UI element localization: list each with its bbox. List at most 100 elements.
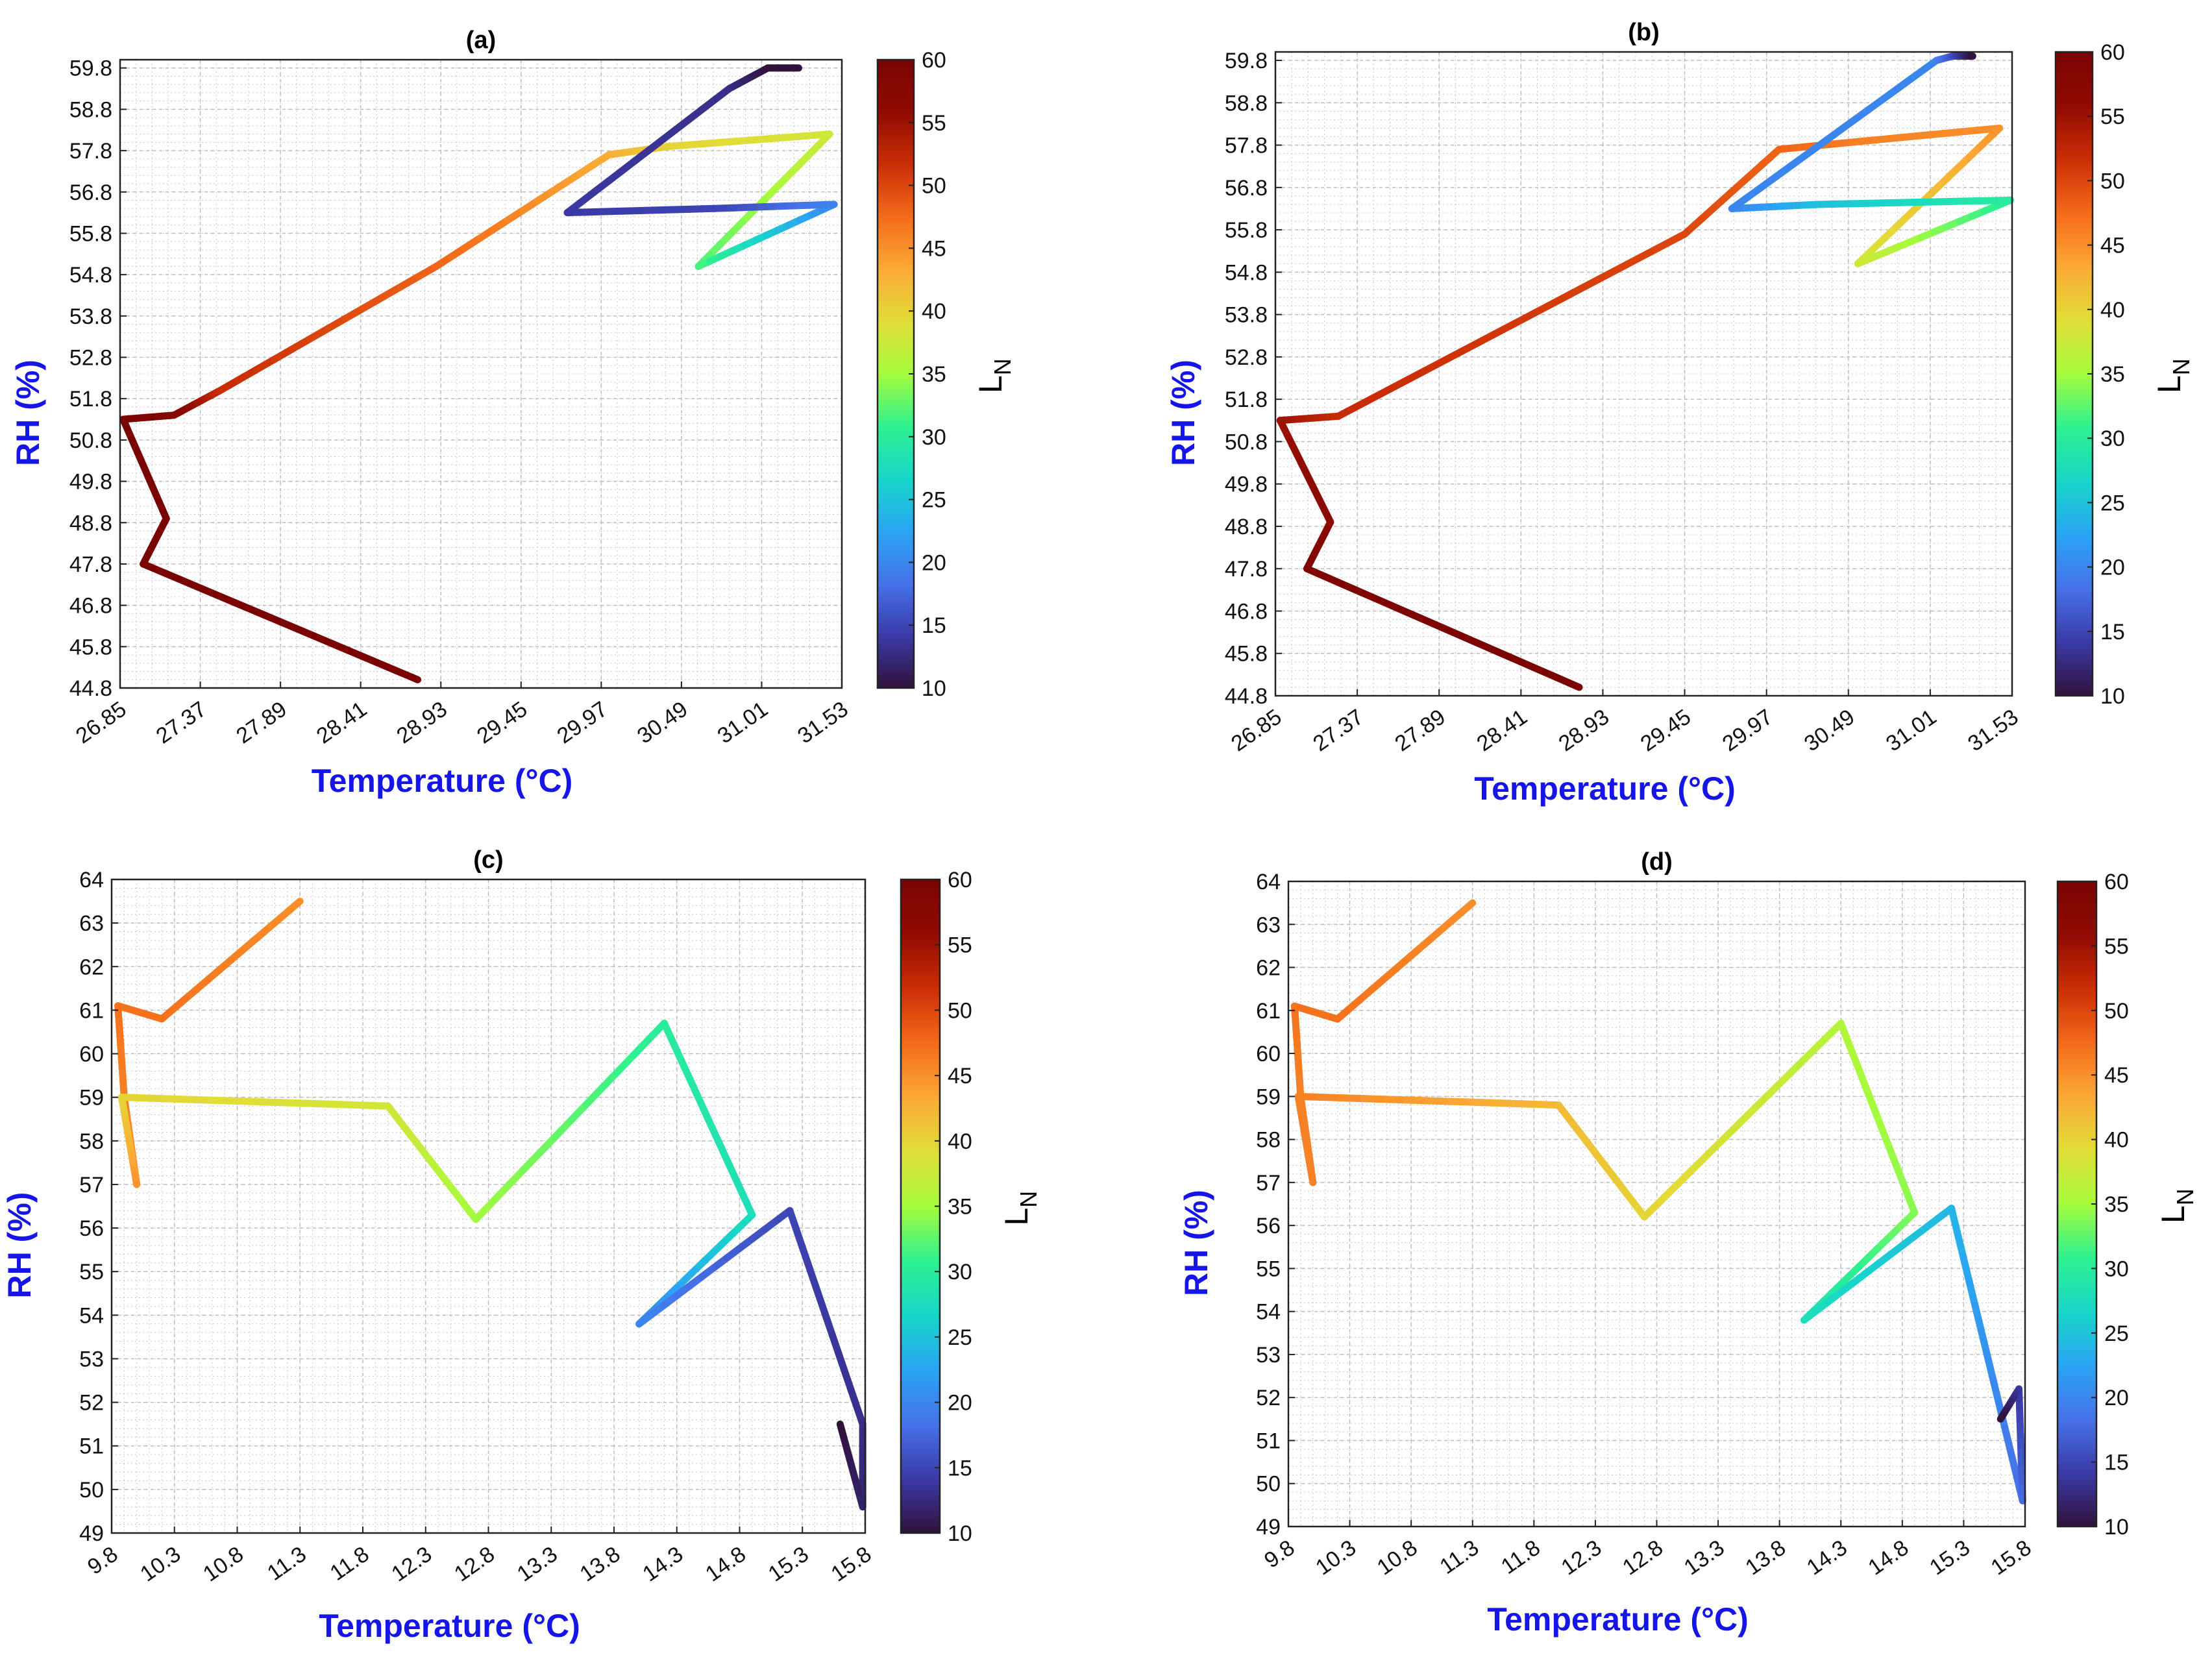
x-tick-label: 27.89 <box>1390 704 1450 756</box>
x-tick-label: 28.41 <box>1472 704 1532 756</box>
trajectory-segment <box>1303 565 1333 582</box>
x-tick-label: 13.3 <box>513 1541 562 1586</box>
trajectory-segment <box>184 1096 214 1104</box>
trajectory-segment <box>1533 1100 1562 1109</box>
y-tick-label: 58 <box>1256 1128 1281 1153</box>
colorbar-tick-label: 60 <box>922 48 946 73</box>
colorbar-tick-label: 45 <box>2100 234 2125 258</box>
colorbar-label-main: L <box>972 375 1009 393</box>
trajectory-segment <box>273 1098 303 1107</box>
trajectory-segment <box>1641 1197 1665 1221</box>
y-tick-label: 46.8 <box>69 594 112 619</box>
x-tick-label: 13.8 <box>1741 1535 1790 1580</box>
colorbar-tick-label: 60 <box>2100 40 2125 65</box>
y-tick-label: 55.8 <box>1225 218 1268 243</box>
y-tick-label: 59.8 <box>1225 49 1268 73</box>
x-tick-label: 10.8 <box>199 1541 248 1586</box>
colorbar-label-sub: N <box>2168 358 2194 375</box>
colorbar-tick-label: 40 <box>2104 1128 2129 1153</box>
colorbar-tick-label: 15 <box>2100 620 2125 644</box>
x-tick-label: 27.37 <box>1309 704 1368 756</box>
y-tick-label: 56 <box>79 1216 104 1241</box>
colorbar-label-main: L <box>2155 1205 2191 1223</box>
x-tick-label: 30.49 <box>633 696 693 748</box>
x-tick-label: 26.85 <box>71 696 131 748</box>
y-tick-label: 64 <box>79 868 104 892</box>
x-tick-label: 28.93 <box>392 696 452 748</box>
colorbar-tick-label: 30 <box>948 1260 972 1284</box>
trajectory-segment <box>208 589 239 606</box>
colorbar-tick-label: 45 <box>922 236 946 261</box>
x-tick-label: 31.53 <box>1963 704 2023 756</box>
trajectory-segment <box>1294 1092 1324 1101</box>
trajectory-segment <box>1954 1229 1967 1261</box>
y-tick-label: 64 <box>1256 870 1281 894</box>
colorbar-tick-label: 55 <box>2100 104 2125 129</box>
trajectory <box>1290 899 2026 1504</box>
trajectory-segment <box>1334 397 1371 420</box>
x-tick-label: 26.85 <box>1227 704 1286 756</box>
trajectory-segment <box>1657 1181 1681 1205</box>
colorbar-gradient-bar <box>900 878 941 1534</box>
x-axis-label: Temperature (°C) <box>312 763 572 799</box>
trajectory-segment <box>206 1096 236 1105</box>
panel-title: (d) <box>1641 848 1673 876</box>
y-tick-label: 63 <box>1256 913 1281 937</box>
panel-title: (c) <box>473 846 503 874</box>
y-tick-label: 50 <box>1256 1472 1281 1497</box>
trajectory-segment <box>1394 604 1424 622</box>
y-tick-label: 52 <box>1256 1386 1281 1410</box>
colorbar: 10 15 20 25 30 35 40 45 50 55 60 LN <box>2056 870 2198 1540</box>
colorbar-tick-label: 30 <box>2104 1257 2129 1281</box>
colorbar-gradient-bar <box>2056 880 2098 1528</box>
x-tick-label: 28.41 <box>312 696 372 748</box>
y-tick-label: 50 <box>79 1478 104 1503</box>
trajectory-segment <box>1536 291 1573 314</box>
colorbar-tick-label: 60 <box>948 868 972 892</box>
panel-b: (b) 44.8 45.8 46.8 47.8 48.8 49.8 50.8 51.8 52.8 5… <box>1165 19 2194 807</box>
y-tick-label: 53.8 <box>1225 303 1268 328</box>
y-tick-label: 54.8 <box>1225 260 1268 285</box>
panel-a: (a) 44.8 45.8 46.8 47.8 48.8 49.8 50.8 51.8 52.8 5… <box>10 27 1016 799</box>
y-tick-label: 56 <box>1256 1214 1281 1238</box>
trajectory-segment <box>472 1199 495 1223</box>
colorbar-tick-label: 20 <box>2104 1386 2129 1410</box>
trajectory-segment <box>2001 1424 2015 1456</box>
trajectory-segment <box>2007 1448 2021 1480</box>
trajectory-segment <box>1381 1096 1410 1104</box>
y-tick-label: 62 <box>1256 956 1281 981</box>
trajectory-segment <box>1530 663 1560 681</box>
trajectory-segment <box>1997 1412 2006 1423</box>
y-tick-label: 61 <box>79 998 104 1023</box>
colorbar-tick-label: 55 <box>922 111 946 136</box>
trajectory-segment <box>1508 306 1544 329</box>
x-tick-label: 10.3 <box>1311 1535 1360 1580</box>
colorbar-tick-label: 20 <box>922 550 946 575</box>
trajectory-segment <box>1960 1253 1973 1285</box>
colorbar-tick-label: 60 <box>2104 870 2129 894</box>
axes-frame <box>119 58 843 689</box>
y-tick-label: 53 <box>1256 1343 1281 1368</box>
y-tick-label: 63 <box>79 911 104 936</box>
x-tick-label: 29.45 <box>1636 704 1696 756</box>
y-axis-label: RH (%) <box>10 360 46 466</box>
x-axis-label: Temperature (°C) <box>1487 1601 1748 1638</box>
colorbar-tick-label: 15 <box>2104 1451 2129 1475</box>
y-tick-label: 49.8 <box>69 470 112 495</box>
y-tick-label: 45.8 <box>69 635 112 659</box>
plot-area <box>1275 52 2012 696</box>
trajectory-segment <box>317 1100 347 1109</box>
trajectory-segment <box>598 1068 621 1092</box>
colorbar-tick-label: 50 <box>2100 169 2125 193</box>
y-tick-label: 58.8 <box>1225 91 1268 116</box>
x-tick-label: 11.8 <box>326 1541 374 1586</box>
y-axis-label: RH (%) <box>1 1192 38 1299</box>
x-tick-label: 27.89 <box>232 696 291 748</box>
y-tick-label: 59.8 <box>69 56 112 81</box>
trajectory-segment <box>504 1166 527 1190</box>
y-tick-label: 58.8 <box>69 97 112 122</box>
colorbar-tick-label: 35 <box>948 1195 972 1220</box>
x-tick-label: 29.45 <box>473 696 532 748</box>
trajectory-segment <box>140 1094 170 1103</box>
y-tick-label: 55.8 <box>69 221 112 246</box>
